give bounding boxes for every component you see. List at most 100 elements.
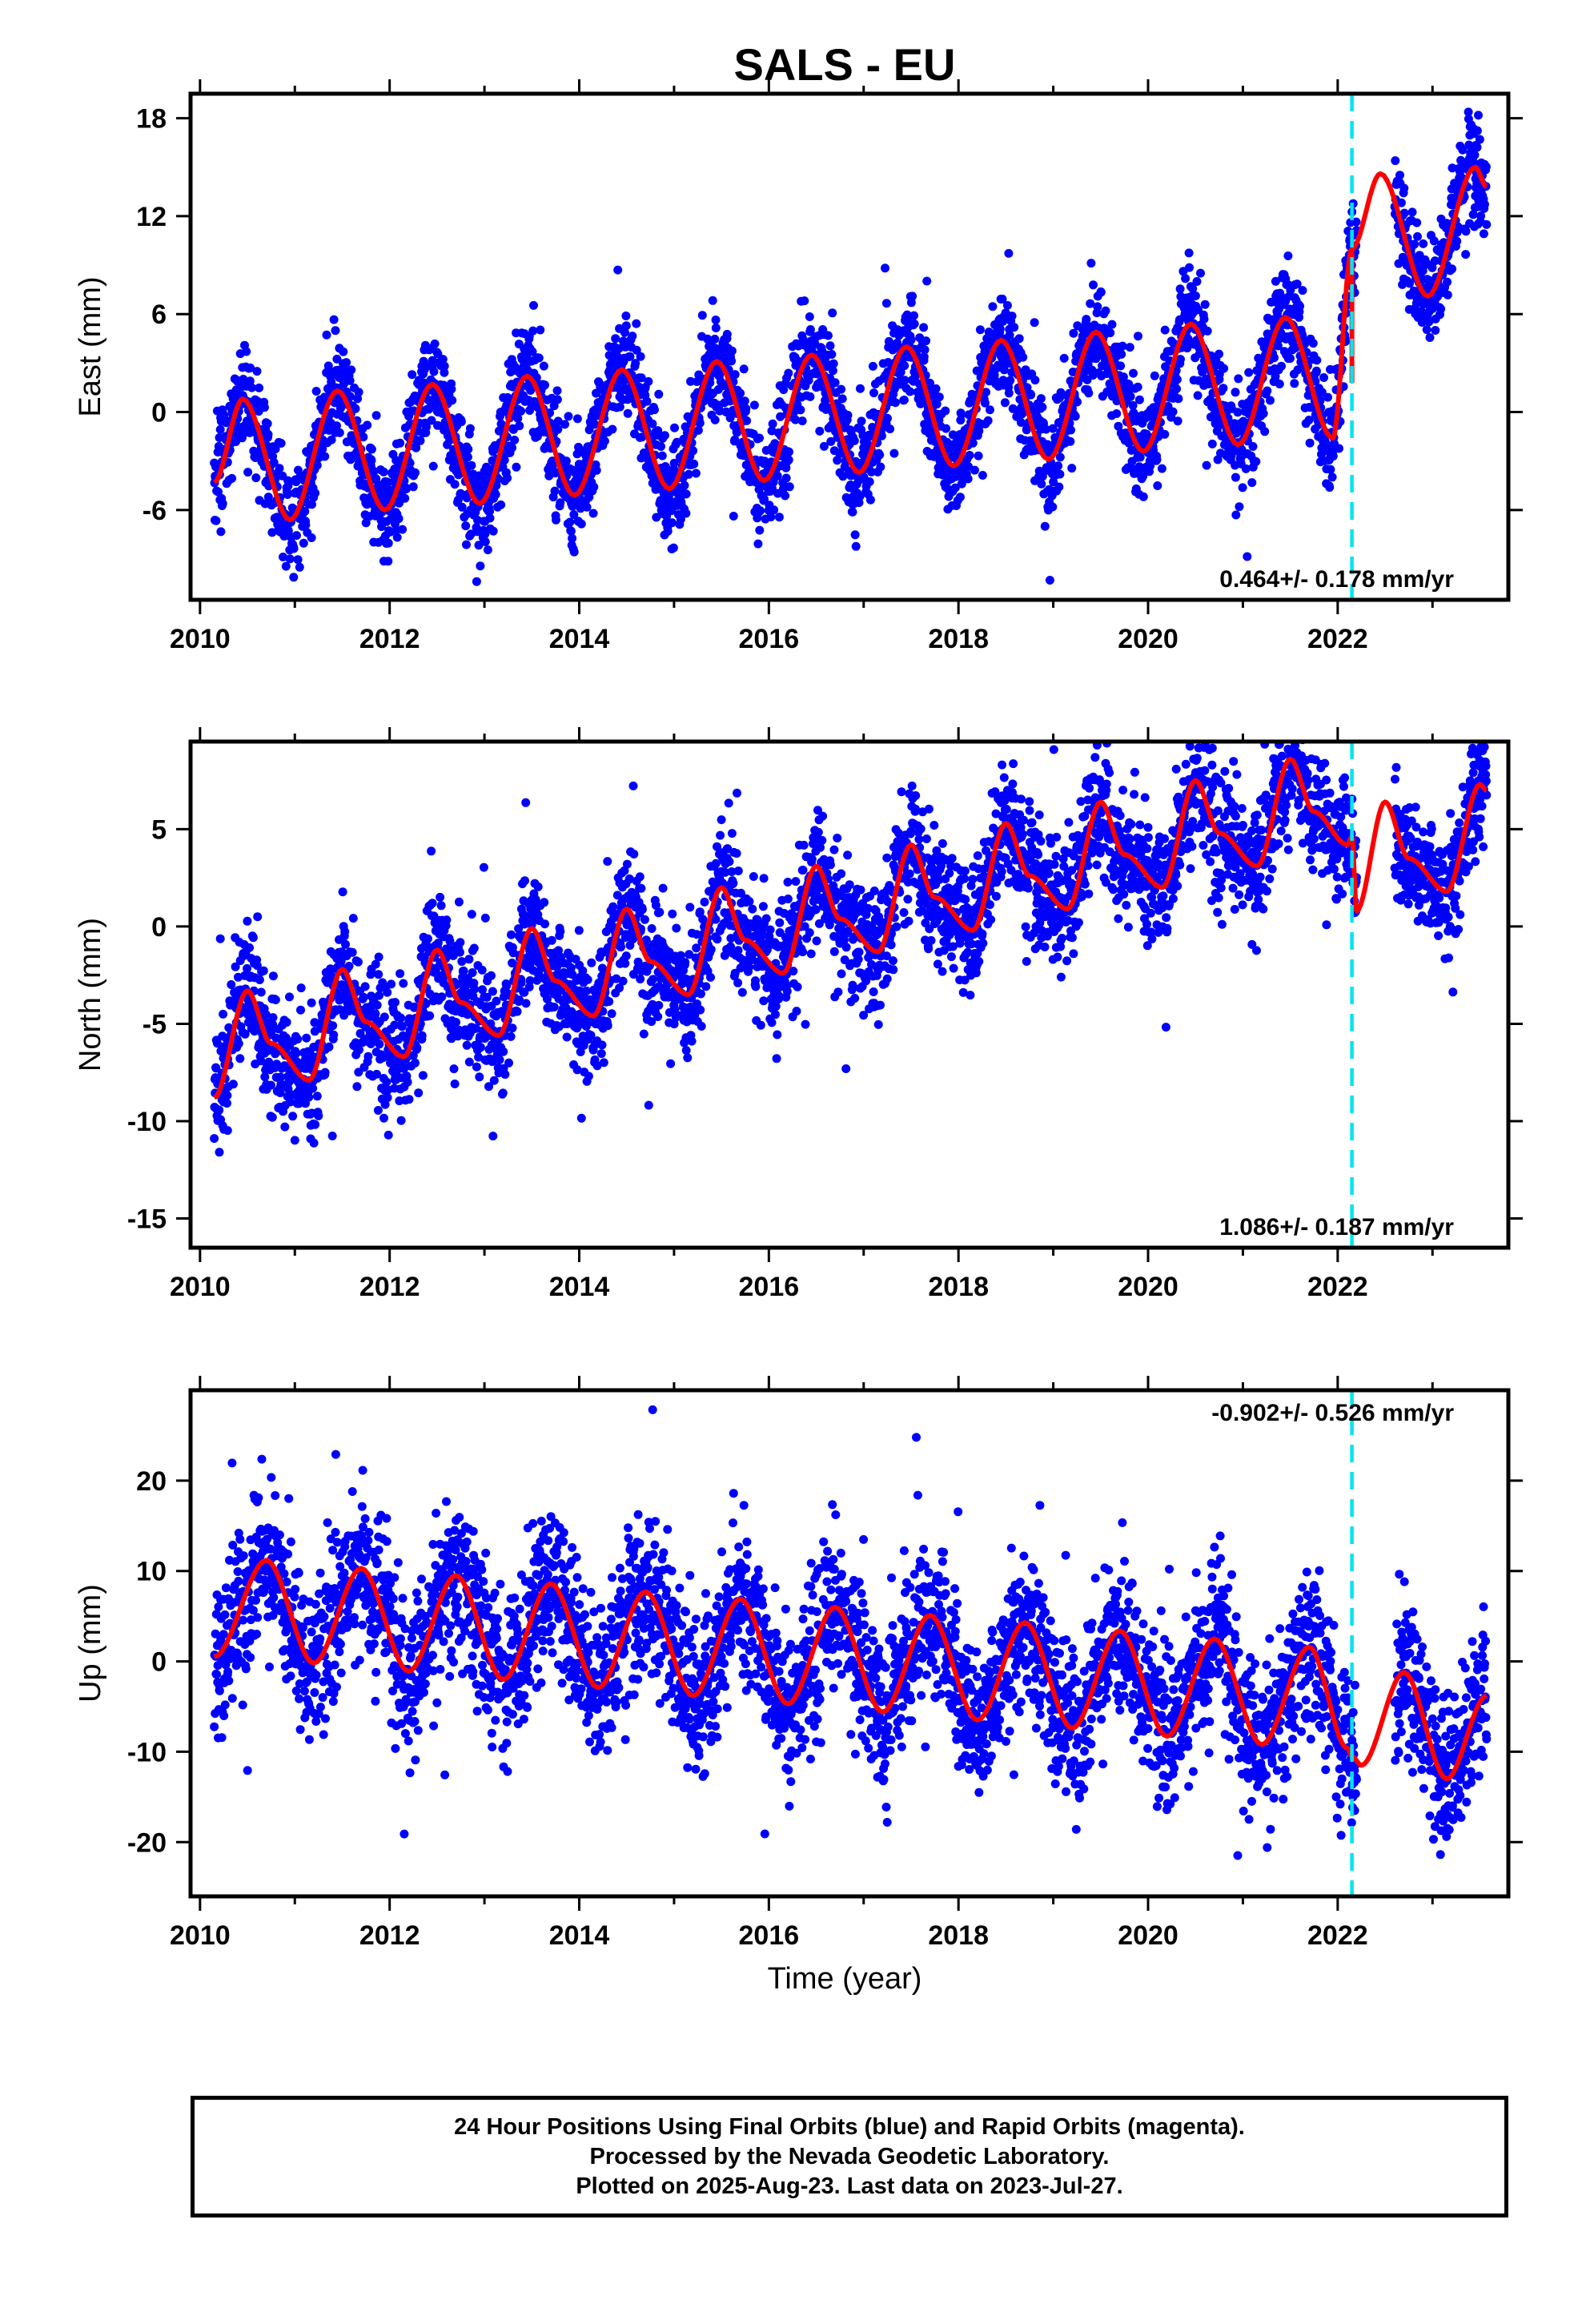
data-point bbox=[909, 319, 919, 328]
data-point bbox=[569, 547, 579, 557]
data-point bbox=[843, 411, 853, 420]
data-point bbox=[906, 335, 916, 344]
x-tick-label: 2014 bbox=[549, 624, 610, 654]
y-tick-label: 0 bbox=[151, 398, 167, 428]
data-point bbox=[1118, 341, 1127, 351]
data-point bbox=[825, 341, 835, 351]
data-point bbox=[636, 352, 645, 361]
data-point bbox=[711, 324, 721, 332]
data-point bbox=[755, 525, 765, 535]
data-point bbox=[547, 935, 556, 945]
data-point bbox=[968, 438, 978, 448]
data-point bbox=[480, 537, 490, 546]
data-point bbox=[1286, 354, 1295, 363]
data-point bbox=[955, 493, 965, 502]
data-point bbox=[805, 325, 815, 334]
data-point bbox=[375, 1039, 384, 1049]
data-point bbox=[311, 387, 321, 396]
data-point bbox=[379, 1113, 388, 1123]
data-point bbox=[1283, 251, 1293, 260]
data-point bbox=[488, 526, 498, 536]
data-point bbox=[710, 334, 720, 344]
data-point bbox=[1007, 312, 1017, 321]
data-point bbox=[476, 561, 485, 571]
data-point bbox=[553, 416, 563, 426]
data-point bbox=[267, 1112, 277, 1122]
data-point bbox=[427, 846, 436, 856]
data-point bbox=[615, 402, 624, 412]
data-point bbox=[1128, 400, 1138, 410]
data-point bbox=[705, 378, 715, 388]
data-point bbox=[875, 450, 885, 460]
data-point bbox=[291, 1048, 301, 1058]
data-point bbox=[285, 554, 295, 564]
data-point bbox=[631, 359, 640, 368]
data-point bbox=[1006, 376, 1015, 385]
data-point bbox=[534, 353, 544, 363]
data-point bbox=[417, 1031, 427, 1040]
data-point bbox=[437, 992, 447, 1002]
data-point bbox=[819, 441, 829, 451]
data-point bbox=[268, 1019, 278, 1029]
data-point bbox=[464, 955, 474, 964]
data-point bbox=[1054, 482, 1064, 492]
data-point bbox=[289, 544, 299, 553]
data-point bbox=[1199, 314, 1209, 324]
data-point bbox=[1311, 366, 1321, 376]
data-point bbox=[590, 420, 600, 429]
data-point bbox=[1413, 231, 1422, 241]
data-point bbox=[681, 489, 691, 499]
data-point bbox=[1328, 452, 1338, 461]
data-point bbox=[1203, 326, 1212, 336]
data-point bbox=[215, 934, 225, 943]
data-point bbox=[1464, 107, 1473, 117]
data-point bbox=[469, 943, 479, 953]
data-point bbox=[1134, 332, 1142, 341]
data-point bbox=[487, 971, 496, 980]
data-point bbox=[353, 394, 363, 404]
data-point bbox=[597, 1040, 607, 1050]
data-point bbox=[1298, 286, 1307, 296]
data-point bbox=[753, 539, 763, 549]
data-point bbox=[650, 405, 659, 415]
data-point bbox=[1045, 576, 1054, 585]
data-point bbox=[934, 392, 944, 402]
data-point bbox=[496, 419, 506, 428]
data-point bbox=[708, 296, 717, 305]
data-point bbox=[727, 346, 737, 356]
data-point bbox=[293, 1035, 303, 1044]
data-point bbox=[440, 361, 449, 371]
data-point bbox=[253, 912, 263, 922]
data-point bbox=[1054, 461, 1063, 471]
data-point bbox=[1125, 343, 1134, 352]
data-point bbox=[1133, 382, 1142, 392]
data-point bbox=[1117, 349, 1126, 359]
data-point bbox=[246, 1017, 255, 1027]
data-point bbox=[1424, 317, 1434, 327]
data-point bbox=[405, 458, 415, 468]
data-point bbox=[1427, 263, 1437, 272]
data-point bbox=[974, 451, 983, 460]
data-point bbox=[399, 979, 408, 988]
data-point bbox=[983, 416, 993, 425]
data-point bbox=[730, 435, 740, 444]
data-point bbox=[884, 336, 893, 346]
data-point bbox=[1247, 478, 1257, 488]
data-point bbox=[686, 376, 695, 386]
data-point bbox=[259, 403, 269, 412]
data-point bbox=[1073, 397, 1082, 407]
data-point bbox=[620, 328, 629, 337]
data-point bbox=[603, 1021, 612, 1031]
data-point bbox=[637, 432, 647, 442]
data-point bbox=[331, 326, 340, 336]
data-point bbox=[868, 361, 877, 371]
data-point bbox=[477, 965, 487, 975]
data-point bbox=[263, 419, 272, 428]
data-point bbox=[282, 1018, 291, 1027]
data-point bbox=[865, 495, 875, 505]
data-point bbox=[604, 997, 614, 1007]
data-point bbox=[243, 963, 251, 973]
data-point bbox=[988, 302, 998, 312]
data-point bbox=[374, 952, 383, 962]
data-point bbox=[1118, 372, 1128, 382]
